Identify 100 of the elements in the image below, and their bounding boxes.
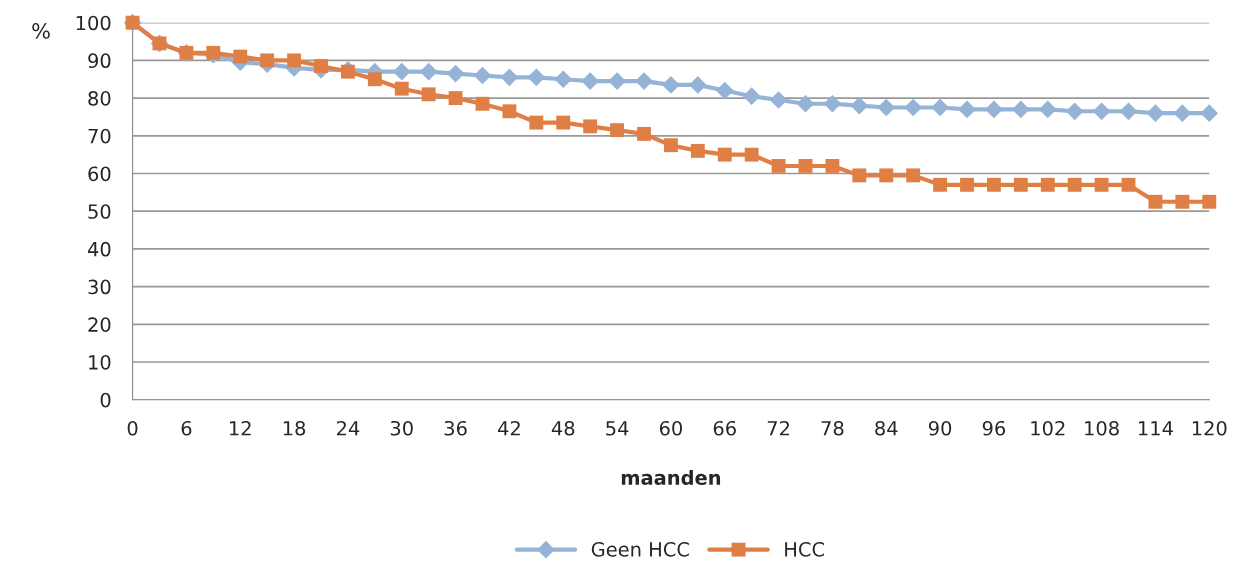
- point: [771, 159, 786, 173]
- y-tick-label: 90: [88, 53, 111, 69]
- point: [421, 87, 436, 102]
- point: [448, 91, 463, 106]
- point: [1146, 104, 1165, 123]
- point: [392, 62, 411, 81]
- point: [1065, 102, 1084, 121]
- point: [960, 177, 974, 192]
- point: [1121, 177, 1136, 192]
- point: [1173, 104, 1192, 123]
- point: [958, 100, 976, 119]
- point: [635, 72, 653, 90]
- point: [446, 64, 465, 83]
- point: [662, 76, 680, 94]
- point: [608, 72, 626, 90]
- x-tick-label: 12: [230, 420, 251, 436]
- x-tick-label: 6: [181, 420, 192, 436]
- point: [1040, 177, 1055, 192]
- point: [744, 147, 759, 162]
- y-tick-label: 0: [100, 392, 111, 408]
- point: [985, 100, 1003, 119]
- point: [877, 98, 896, 117]
- y-tick-label: 40: [87, 241, 111, 257]
- x-tick-label: 84: [875, 420, 898, 436]
- point: [715, 81, 734, 100]
- point: [906, 168, 921, 183]
- point: [933, 177, 948, 192]
- x-tick-label: 24: [336, 420, 360, 436]
- x-tick-label: 120: [1192, 420, 1227, 436]
- point: [287, 53, 302, 68]
- y-tick-label: 70: [88, 128, 111, 144]
- point: [742, 87, 761, 106]
- y-tick-label: 100: [76, 15, 111, 31]
- legend-label: Geen HCC: [591, 542, 689, 557]
- y-tick-label: 50: [88, 204, 111, 219]
- point: [796, 94, 815, 113]
- point: [529, 115, 544, 130]
- point: [904, 98, 923, 117]
- x-tick-label: 72: [767, 420, 790, 436]
- x-tick-label: 30: [390, 420, 413, 436]
- point: [931, 98, 949, 117]
- point: [1038, 100, 1057, 119]
- point: [554, 70, 573, 89]
- point: [1202, 194, 1217, 209]
- y-tick-label: 20: [88, 317, 111, 332]
- x-tick-label: 0: [127, 420, 138, 436]
- x-tick-label: 90: [928, 420, 952, 436]
- point: [233, 49, 248, 64]
- point: [314, 59, 328, 73]
- y-axis-title: %: [32, 23, 50, 39]
- point: [690, 143, 705, 158]
- x-tick-label: 18: [283, 420, 306, 436]
- point: [610, 123, 625, 138]
- point: [986, 177, 1001, 192]
- y-tick-label: 10: [89, 354, 111, 370]
- x-tick-label: 48: [551, 420, 575, 436]
- point: [367, 72, 382, 87]
- point: [502, 104, 517, 119]
- x-tick-label: 102: [1031, 420, 1065, 436]
- point: [637, 126, 651, 141]
- point: [1012, 100, 1030, 119]
- point: [1013, 177, 1028, 192]
- x-tick-label: 96: [982, 420, 1006, 436]
- x-axis-title: maanden: [621, 469, 721, 485]
- point: [689, 76, 707, 94]
- x-tick-label: 78: [821, 420, 844, 436]
- point: [1175, 194, 1190, 209]
- point: [825, 159, 840, 173]
- point: [340, 64, 355, 79]
- point: [475, 96, 490, 111]
- point: [527, 68, 546, 87]
- point: [1092, 102, 1111, 121]
- x-tick-label: 66: [713, 420, 736, 436]
- y-tick-label: 30: [88, 279, 111, 295]
- x-tick-label: 114: [1139, 421, 1173, 436]
- point: [583, 119, 598, 134]
- point: [206, 45, 221, 60]
- point: [1119, 102, 1138, 121]
- point: [1067, 177, 1082, 192]
- x-tick-label: 42: [497, 420, 520, 436]
- legend-label: HCC: [785, 542, 824, 557]
- point: [1148, 194, 1163, 209]
- point: [1200, 104, 1219, 123]
- point: [500, 68, 519, 87]
- x-tick-label: 108: [1085, 420, 1119, 436]
- point: [419, 62, 438, 81]
- point: [1094, 177, 1109, 192]
- x-tick-label: 54: [606, 421, 629, 436]
- point: [260, 53, 275, 68]
- x-tick-label: 60: [659, 420, 682, 436]
- point: [850, 96, 869, 115]
- point: [879, 168, 894, 183]
- y-tick-label: 80: [88, 91, 111, 106]
- x-tick-label: 36: [444, 420, 467, 436]
- point: [717, 147, 732, 162]
- point: [852, 168, 867, 183]
- point: [663, 138, 678, 153]
- point: [798, 159, 813, 173]
- point: [769, 91, 788, 109]
- point: [473, 66, 492, 85]
